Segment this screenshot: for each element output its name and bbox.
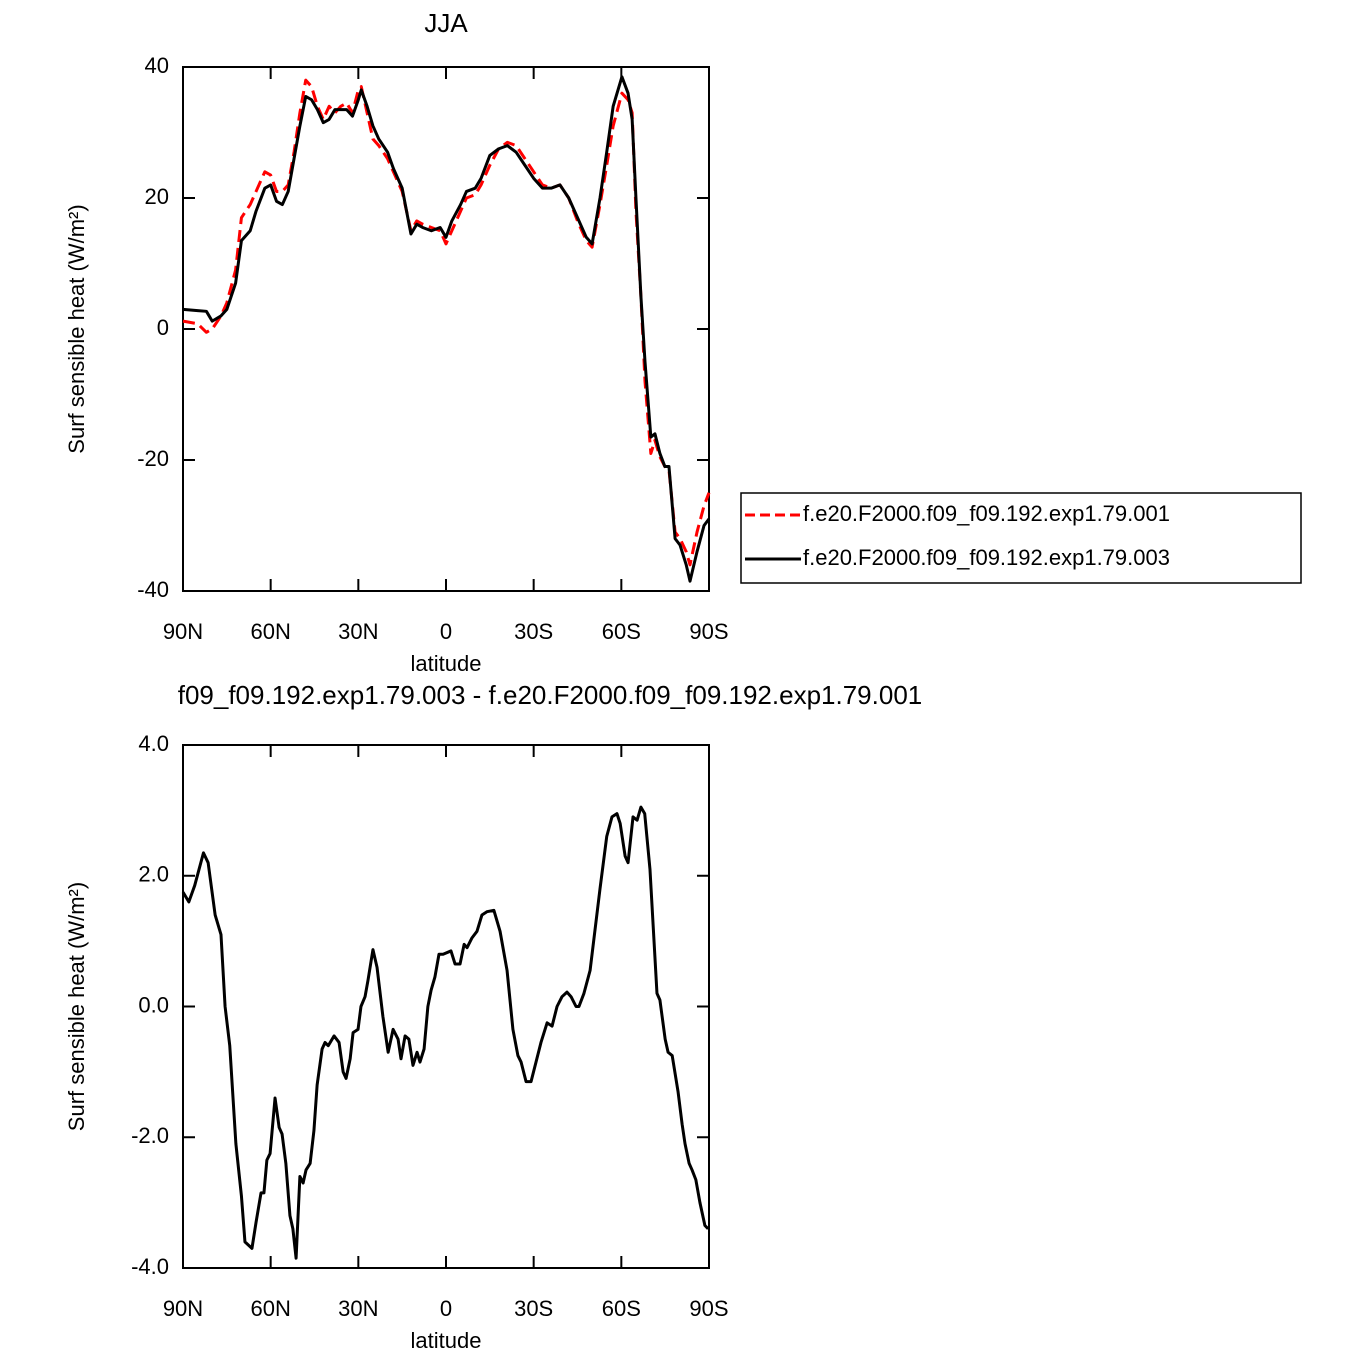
x-tick-label: 60N	[250, 1296, 290, 1321]
x-tick-label: 90S	[689, 1296, 728, 1321]
y-axis-label: Surf sensible heat (W/m²)	[64, 882, 89, 1131]
x-tick-label: 0	[440, 619, 452, 644]
x-tick-label: 30S	[514, 1296, 553, 1321]
y-tick-label: 0.0	[138, 992, 169, 1017]
y-tick-label: -2.0	[131, 1123, 169, 1148]
plot-frame	[182, 744, 710, 1269]
x-tick-label: 60N	[250, 619, 290, 644]
chart-title: f09_f09.192.exp1.79.003 - f.e20.F2000.f0…	[178, 680, 923, 710]
chart-title: JJA	[424, 8, 468, 38]
x-tick-label: 90N	[163, 1296, 203, 1321]
data-line	[181, 805, 710, 1260]
x-tick-label: 0	[440, 1296, 452, 1321]
y-axis-label: Surf sensible heat (W/m²)	[64, 204, 89, 453]
legend-label: f.e20.F2000.f09_f09.192.exp1.79.001	[803, 501, 1170, 526]
y-tick-label: 4.0	[138, 731, 169, 756]
legend-label: f.e20.F2000.f09_f09.192.exp1.79.003	[803, 545, 1170, 570]
x-tick-label: 60S	[602, 619, 641, 644]
x-tick-label: 30S	[514, 619, 553, 644]
x-tick-label: 90N	[163, 619, 203, 644]
y-tick-label: -4.0	[131, 1254, 169, 1279]
y-tick-label: 20	[145, 184, 169, 209]
y-tick-label: 2.0	[138, 862, 169, 887]
y-tick-label: 0	[157, 315, 169, 340]
x-tick-label: 30N	[338, 1296, 378, 1321]
data-line	[182, 78, 711, 567]
y-tick-label: -20	[137, 446, 169, 471]
x-tick-label: 90S	[689, 619, 728, 644]
y-tick-label: 40	[145, 53, 169, 78]
x-axis-label: latitude	[411, 1328, 482, 1353]
x-tick-label: 60S	[602, 1296, 641, 1321]
legend-box	[740, 492, 1302, 584]
plot-frame	[182, 66, 710, 592]
x-axis-label: latitude	[411, 651, 482, 676]
y-tick-label: -40	[137, 577, 169, 602]
x-tick-label: 30N	[338, 619, 378, 644]
data-line	[182, 75, 711, 583]
